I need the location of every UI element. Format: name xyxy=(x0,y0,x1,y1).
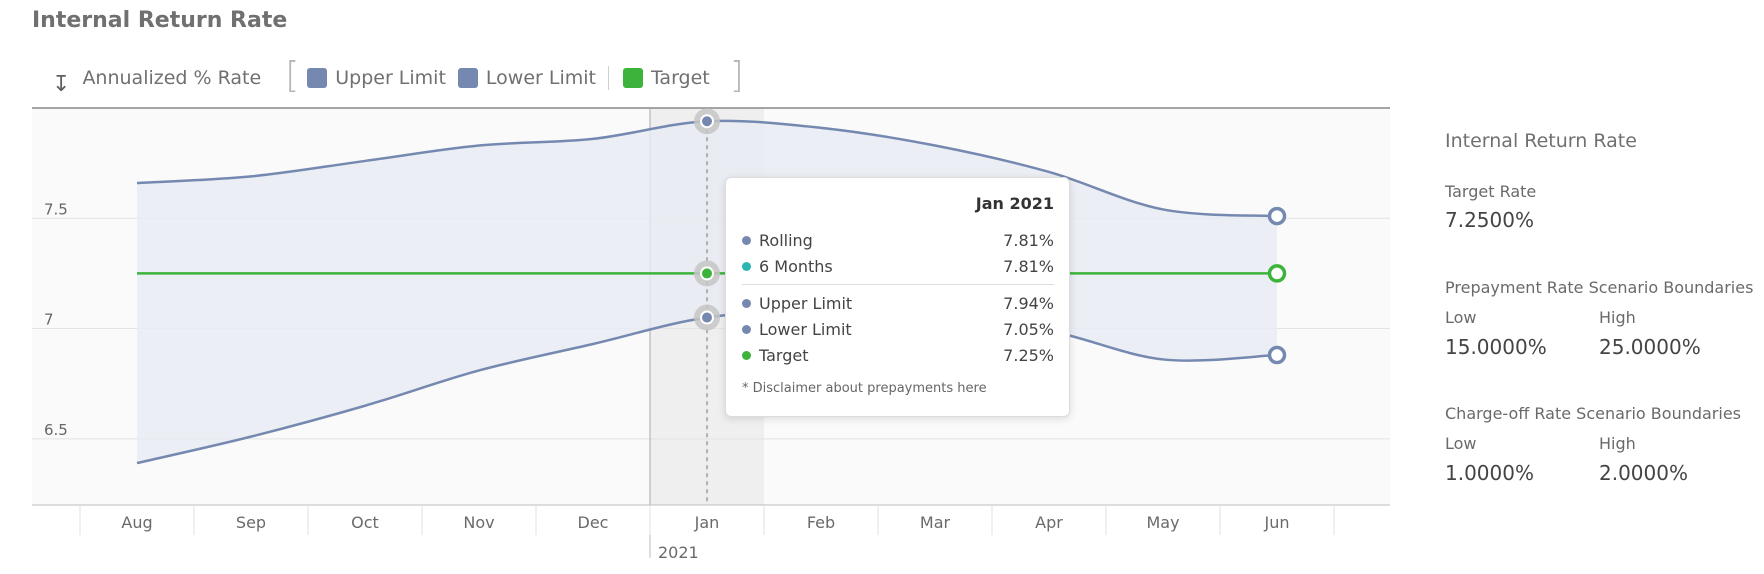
chargeoff-high-value: 2.0000% xyxy=(1599,461,1688,485)
tooltip-value-6-months: 7.81% xyxy=(1003,256,1054,276)
prepayment-title: Prepayment Rate Scenario Boundaries xyxy=(1445,278,1754,297)
end-point-2 xyxy=(1267,264,1287,283)
tooltip-name-lower-limit: Lower Limit xyxy=(759,319,852,339)
prepayment-low-value: 15.0000% xyxy=(1445,335,1547,359)
x-tick-label-oct: Oct xyxy=(351,513,379,532)
page-title: Internal Return Rate xyxy=(32,8,288,33)
x-tick-label-feb: Feb xyxy=(807,513,835,532)
tooltip-row-6-months: 6 Months 7.81% xyxy=(742,253,1054,279)
x-tick-label-nov: Nov xyxy=(463,513,494,532)
tooltip-row-lower-limit: Lower Limit 7.05% xyxy=(742,316,1054,342)
tooltip-name-rolling: Rolling xyxy=(759,230,813,250)
tooltip-value-lower-limit: 7.05% xyxy=(1003,319,1054,339)
hover-point-0 xyxy=(700,114,714,129)
tooltip-name-upper-limit: Upper Limit xyxy=(759,293,853,313)
x-tick-label-sep: Sep xyxy=(236,513,266,532)
legend-item-upper-limit[interactable]: Upper Limit xyxy=(307,67,446,89)
chargeoff-high-label: High xyxy=(1599,434,1636,453)
tooltip-value-rolling: 7.81% xyxy=(1003,230,1054,250)
chargeoff-low-label: Low xyxy=(1445,434,1477,453)
prepayment-low-label: Low xyxy=(1445,308,1477,327)
legend-separator xyxy=(607,66,609,90)
tooltip-value-target: 7.25% xyxy=(1003,345,1054,365)
y-tick-label-2: 7.5 xyxy=(44,200,68,218)
sort-arrow-icon[interactable]: ↧ xyxy=(52,71,71,97)
legend-axis-label: Annualized % Rate xyxy=(82,67,262,89)
tooltip-dot-lower-limit xyxy=(742,324,751,334)
tooltip-row-upper-limit: Upper Limit 7.94% xyxy=(742,290,1054,316)
x-tick-label-dec: Dec xyxy=(578,513,609,532)
tooltip-row-target: Target 7.25% xyxy=(742,342,1054,368)
tooltip-disclaimer: * Disclaimer about prepayments here xyxy=(742,381,987,396)
y-tick-label-0: 6.5 xyxy=(44,421,68,439)
legend-item-lower-limit[interactable]: Lower Limit xyxy=(457,67,596,89)
tooltip-dot-upper-limit xyxy=(742,298,751,308)
legend-swatch-upper-limit xyxy=(307,68,328,88)
x-tick-label-aug: Aug xyxy=(121,513,152,532)
tooltip-name-6-months: 6 Months xyxy=(759,256,833,276)
x-tick-label-jan: Jan xyxy=(694,513,720,532)
legend-swatch-target xyxy=(622,68,643,88)
prepayment-high-label: High xyxy=(1599,308,1636,327)
tooltip-header: Jan 2021 xyxy=(975,194,1054,213)
legend-item-target[interactable]: Target xyxy=(622,67,710,89)
tooltip-name-target: Target xyxy=(759,345,809,365)
x-tick-label-may: May xyxy=(1146,513,1179,532)
x-year-label: 2021 xyxy=(658,543,699,562)
x-tick-label-jun: Jun xyxy=(1264,513,1290,532)
legend-swatch-lower-limit xyxy=(457,68,478,88)
tooltip-divider xyxy=(742,284,1054,285)
x-tick-label-mar: Mar xyxy=(920,513,951,532)
y-tick-label-1: 7 xyxy=(44,311,54,329)
chargeoff-title: Charge-off Rate Scenario Boundaries xyxy=(1445,404,1742,423)
chart-legend: ↧ Annualized % Rate [ Upper Limit Lower … xyxy=(52,58,752,97)
end-point-0 xyxy=(1267,206,1287,226)
tooltip-row-rolling: Rolling 7.81% xyxy=(742,227,1054,253)
x-tick-label-apr: Apr xyxy=(1035,513,1063,532)
prepayment-high-value: 25.0000% xyxy=(1599,335,1701,359)
tooltip-dot-rolling xyxy=(742,235,751,245)
chargeoff-low-value: 1.0000% xyxy=(1445,461,1534,485)
legend-label-target: Target xyxy=(650,67,710,89)
legend-bracket-close: ] xyxy=(729,55,744,96)
hover-point-2 xyxy=(700,266,714,281)
chart-tooltip: Jan 2021 Rolling 7.81% 6 Months 7.81% Up… xyxy=(725,177,1070,417)
legend-bracket-open: [ xyxy=(285,55,300,96)
target-rate-label: Target Rate xyxy=(1445,182,1537,201)
end-point-1 xyxy=(1267,345,1287,365)
line-chart[interactable]: 6.5 7 7.5 Aug Sep Oct Nov Dec Jan Feb Mar Apr May Jun… xyxy=(0,0,1390,574)
summary-title: Internal Return Rate xyxy=(1445,130,1637,152)
tooltip-value-upper-limit: 7.94% xyxy=(1003,293,1054,313)
tooltip-dot-6-months xyxy=(742,261,751,271)
tooltip-dot-target xyxy=(742,350,751,360)
legend-label-lower-limit: Lower Limit xyxy=(485,67,596,89)
hover-point-1 xyxy=(700,310,714,325)
legend-label-upper-limit: Upper Limit xyxy=(335,67,446,89)
target-rate-value: 7.2500% xyxy=(1445,208,1534,232)
